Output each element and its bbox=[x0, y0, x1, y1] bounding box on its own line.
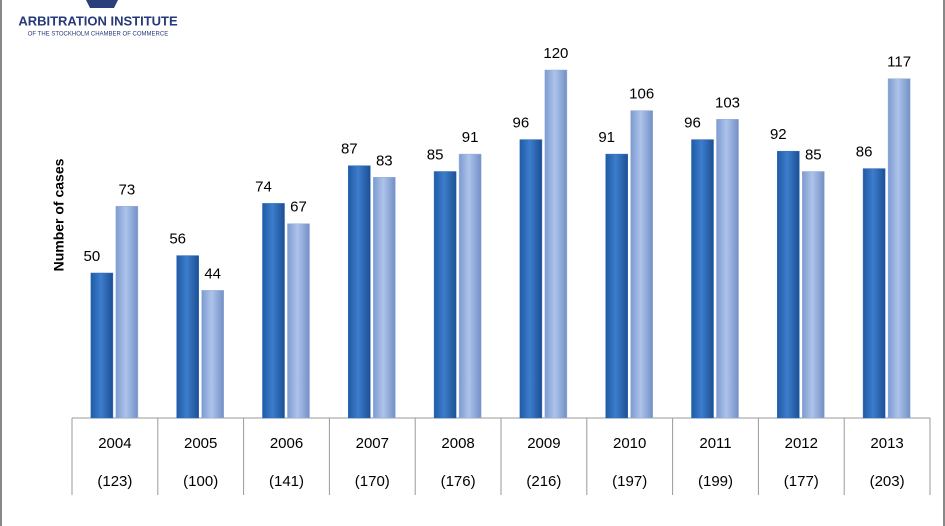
logo-title: ARBITRATION INSTITUTE bbox=[18, 13, 178, 28]
category-total: (216) bbox=[526, 473, 561, 490]
bar bbox=[287, 223, 310, 419]
bar bbox=[262, 203, 285, 419]
x-tick-label: 2006 bbox=[270, 435, 303, 452]
data-label: 86 bbox=[856, 144, 873, 161]
bar bbox=[544, 69, 568, 419]
x-tick-label: 2009 bbox=[527, 435, 560, 452]
bar bbox=[777, 150, 800, 419]
x-tick-label: 2012 bbox=[785, 435, 818, 452]
y-axis-label: Number of cases bbox=[51, 158, 67, 271]
data-label: 91 bbox=[462, 129, 479, 146]
data-label: 103 bbox=[715, 94, 740, 111]
bar bbox=[458, 153, 482, 419]
bar bbox=[90, 272, 114, 419]
data-label: 67 bbox=[290, 199, 307, 216]
bar bbox=[887, 78, 911, 419]
bar bbox=[519, 139, 543, 419]
x-tick-label: 2005 bbox=[184, 435, 217, 452]
data-label: 85 bbox=[805, 146, 822, 163]
category-total: (197) bbox=[612, 473, 647, 490]
data-label: 87 bbox=[341, 141, 358, 158]
x-tick-label: 2007 bbox=[356, 435, 389, 452]
bar bbox=[115, 206, 139, 419]
x-tick-label: 2013 bbox=[870, 435, 903, 452]
data-label: 91 bbox=[598, 129, 615, 146]
bar bbox=[176, 255, 199, 419]
category-total: (170) bbox=[355, 473, 390, 490]
data-label: 96 bbox=[684, 115, 701, 132]
logo-subtitle: OF THE STOCKHOLM CHAMBER OF COMMERCE bbox=[28, 32, 168, 38]
x-tick-label: 2008 bbox=[441, 435, 474, 452]
data-label: 106 bbox=[629, 86, 654, 103]
bar bbox=[605, 153, 628, 419]
data-label: 83 bbox=[376, 152, 393, 169]
data-label: 120 bbox=[543, 45, 568, 62]
bar bbox=[433, 171, 457, 419]
x-tick-label: 2011 bbox=[699, 435, 731, 452]
data-label: 74 bbox=[255, 178, 272, 195]
category-total: (199) bbox=[698, 473, 733, 490]
category-total: (123) bbox=[97, 473, 132, 490]
data-label: 44 bbox=[204, 265, 221, 282]
bar bbox=[716, 119, 739, 419]
category-total: (176) bbox=[441, 473, 476, 490]
data-label: 96 bbox=[513, 115, 530, 132]
data-label: 73 bbox=[119, 181, 136, 198]
data-label: 85 bbox=[427, 146, 444, 163]
data-label: 56 bbox=[169, 231, 186, 248]
x-tick-label: 2010 bbox=[613, 435, 646, 452]
bar bbox=[802, 171, 825, 419]
category-total: (141) bbox=[269, 473, 304, 490]
category-total: (100) bbox=[183, 473, 218, 490]
bar bbox=[862, 168, 886, 419]
data-label: 117 bbox=[887, 54, 911, 71]
bar bbox=[348, 165, 371, 419]
category-total: (177) bbox=[784, 473, 819, 490]
bar bbox=[201, 290, 224, 419]
logo-icon bbox=[86, 0, 118, 8]
x-tick-label: 2004 bbox=[98, 435, 131, 452]
bar bbox=[630, 110, 653, 419]
data-label: 92 bbox=[770, 126, 787, 143]
bar bbox=[691, 139, 714, 419]
bar bbox=[373, 177, 396, 419]
data-label: 50 bbox=[84, 248, 101, 265]
category-total: (203) bbox=[870, 473, 905, 490]
